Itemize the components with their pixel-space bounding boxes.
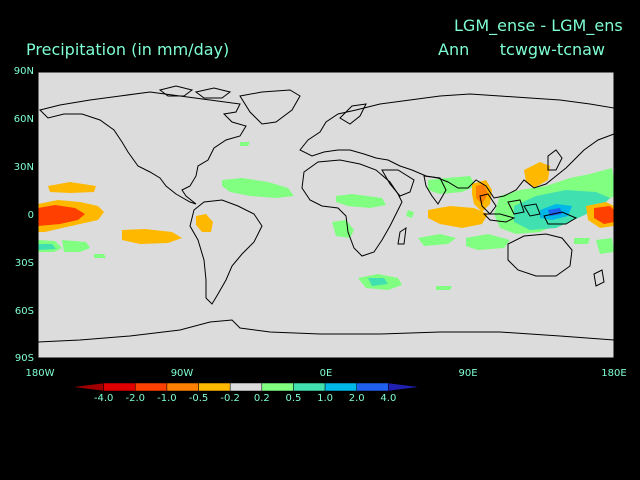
lat-label-90n: 90N bbox=[13, 66, 34, 77]
colorbar-label: -4.0 bbox=[93, 393, 114, 404]
colorbar-label: -1.0 bbox=[157, 393, 177, 404]
colorbar-swatch bbox=[135, 382, 168, 392]
lon-label-90w: 90W bbox=[170, 368, 194, 379]
colorbar-label: 0.5 bbox=[285, 393, 302, 404]
colorbar-swatch bbox=[103, 382, 136, 392]
colorbar-label: -0.2 bbox=[220, 393, 240, 404]
colorbar-label: -2.0 bbox=[125, 393, 146, 404]
colorbar-swatch bbox=[324, 382, 357, 392]
colorbar-label: -0.5 bbox=[188, 393, 209, 404]
lat-label-30n: 30N bbox=[13, 162, 34, 173]
lon-label-180w: 180W bbox=[25, 368, 55, 379]
plot-title: Precipitation (in mm/day) bbox=[26, 40, 230, 59]
lon-label-0e: 0E bbox=[319, 368, 333, 379]
coastlines bbox=[37, 85, 615, 343]
colorbar-swatch bbox=[71, 382, 104, 392]
map-frame bbox=[37, 71, 615, 359]
colorbar-swatch bbox=[356, 382, 389, 392]
colorbar bbox=[71, 382, 421, 392]
lat-label-30s: 30S bbox=[14, 258, 34, 269]
season-variable-label: Ann tcwgw-tcnaw bbox=[438, 40, 606, 59]
lat-label-0: 0 bbox=[27, 210, 34, 221]
colorbar-swatch bbox=[229, 382, 263, 392]
experiment-label: LGM_ense - LGM_ens bbox=[454, 16, 623, 35]
colorbar-swatch bbox=[261, 382, 294, 392]
colorbar-swatch bbox=[293, 382, 326, 392]
lat-label-60s: 60S bbox=[14, 306, 34, 317]
colorbar-label: 0.2 bbox=[253, 393, 270, 404]
colorbar-swatch bbox=[166, 382, 199, 392]
colorbar-swatch bbox=[198, 382, 231, 392]
colorbar-label: 2.0 bbox=[348, 393, 365, 404]
colorbar-label: 4.0 bbox=[380, 393, 397, 404]
colorbar-swatch bbox=[388, 382, 421, 392]
lon-label-90e: 90E bbox=[458, 368, 478, 379]
lon-label-180e: 180E bbox=[601, 368, 627, 379]
lat-label-60n: 60N bbox=[13, 114, 34, 125]
lat-label-90s: 90S bbox=[14, 353, 34, 364]
colorbar-label: 1.0 bbox=[317, 393, 334, 404]
